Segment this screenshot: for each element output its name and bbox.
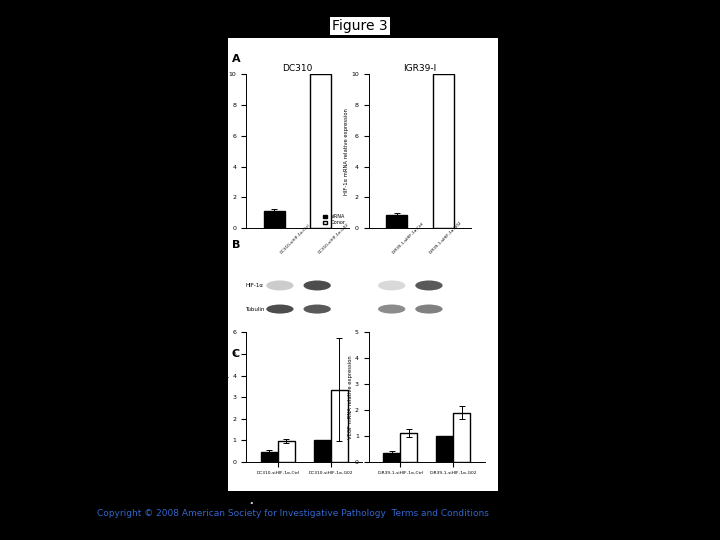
Ellipse shape [304, 305, 330, 314]
Title: DC310: DC310 [282, 64, 312, 73]
Y-axis label: HIF-1α mRNA relative expression: HIF-1α mRNA relative expression [344, 108, 349, 194]
Text: Copyright © 2008 American Society for Investigative Pathology  Terms and Conditi: Copyright © 2008 American Society for In… [97, 509, 489, 518]
Text: ELSEVIER: ELSEVIER [23, 519, 63, 528]
Y-axis label: VEGF mRNA relative expression: VEGF mRNA relative expression [348, 355, 353, 439]
Bar [278, 441, 294, 462]
Legend: siRNA, Donor: siRNA, Donor [323, 214, 346, 226]
Ellipse shape [378, 280, 405, 291]
Ellipse shape [266, 280, 294, 291]
Legend: NORMOXIA, HYPOXIA: NORMOXIA, HYPOXIA [248, 492, 284, 506]
Ellipse shape [304, 280, 330, 291]
Bar [436, 436, 453, 462]
Y-axis label: HIF-1α mRNA relative expression: HIF-1α mRNA relative expression [222, 108, 227, 194]
Bar [314, 440, 330, 462]
Bar [453, 413, 470, 462]
Text: IGR39-1-siHIF-1α-G02: IGR39-1-siHIF-1α-G02 [429, 220, 464, 255]
Bar [264, 211, 284, 228]
Title: IGR39-I: IGR39-I [403, 64, 436, 73]
Text: IGR39-1-siHIF-1α-Ctrl: IGR39-1-siHIF-1α-Ctrl [392, 221, 426, 255]
Text: 🌿: 🌿 [37, 483, 50, 503]
Text: C: C [232, 348, 240, 359]
Text: The American Journal of Pathology 2008 1731186-1201 OI: (10.2353/ajpath.2008.071: The American Journal of Pathology 2008 1… [97, 496, 505, 505]
Ellipse shape [415, 280, 443, 291]
Bar [400, 433, 417, 462]
Text: DC310-siHIF-1α-Ctrl: DC310-siHIF-1α-Ctrl [280, 223, 312, 255]
Text: Tubulin: Tubulin [245, 307, 264, 312]
Bar [433, 74, 454, 228]
Bar [310, 74, 331, 228]
Text: HIF-1α: HIF-1α [245, 283, 263, 288]
Bar [386, 215, 407, 228]
Ellipse shape [266, 305, 294, 314]
Text: A: A [232, 54, 240, 64]
Bar [261, 452, 278, 462]
Text: Figure 3: Figure 3 [332, 19, 388, 33]
Text: DC310-siHIF-1α-G02: DC310-siHIF-1α-G02 [317, 222, 350, 255]
Bar [330, 389, 348, 462]
Ellipse shape [415, 305, 443, 314]
Text: B: B [232, 240, 240, 249]
Y-axis label: VEGF mRNA relative expression: VEGF mRNA relative expression [225, 355, 230, 439]
Ellipse shape [378, 305, 405, 314]
Bar [384, 453, 400, 462]
